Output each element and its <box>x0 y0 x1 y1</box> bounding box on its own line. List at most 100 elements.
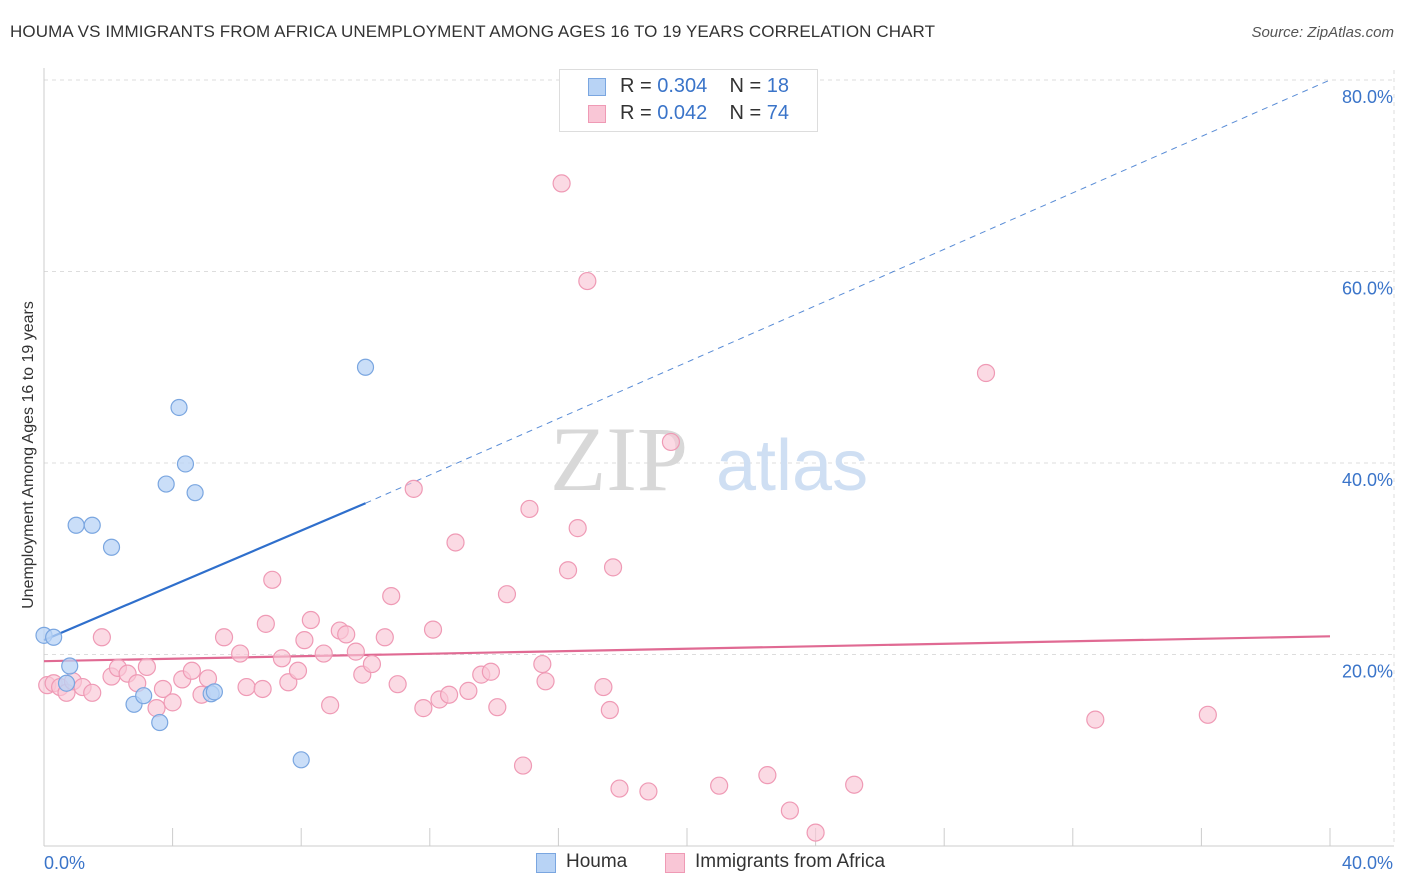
watermark-atlas: atlas <box>716 426 868 506</box>
houma-r-label: R = <box>620 75 652 97</box>
africa-point <box>375 628 394 647</box>
africa-point <box>288 661 308 680</box>
chart-title: HOUMA VS IMMIGRANTS FROM AFRICA UNEMPLOY… <box>10 22 936 41</box>
africa-point <box>231 644 250 663</box>
africa-point <box>594 677 613 697</box>
africa-point <box>321 696 340 715</box>
africa-point <box>446 533 465 552</box>
africa-point <box>388 675 407 694</box>
houma-point <box>205 683 223 701</box>
bottom-legend: Houma Immigrants from Africa <box>0 851 1406 877</box>
africa-point <box>414 699 433 718</box>
africa-point <box>488 698 507 717</box>
africa-point <box>610 779 629 798</box>
y-tick-label: 60.0% <box>1342 279 1393 299</box>
africa-point <box>1086 710 1105 729</box>
houma-point <box>67 516 85 534</box>
africa-point <box>295 631 314 650</box>
africa-point <box>346 642 365 661</box>
houma-point <box>157 475 175 493</box>
africa-point <box>214 628 234 647</box>
africa-point <box>237 677 256 697</box>
africa-point <box>639 782 658 801</box>
houma-point <box>57 674 76 692</box>
trend-lines <box>43 79 1331 663</box>
y-tick-label: 20.0% <box>1342 662 1393 682</box>
africa-point <box>272 649 292 668</box>
africa-point <box>256 614 275 633</box>
houma-point <box>186 484 204 502</box>
africa-point <box>182 661 201 680</box>
africa-swatch <box>588 105 606 123</box>
houma-swatch <box>588 78 606 96</box>
tick-labels: 20.0% 40.0% 60.0% 80.0% 0.0% 40.0% <box>44 87 1393 873</box>
africa-point <box>845 775 864 794</box>
africa-point <box>1198 705 1217 724</box>
africa-point <box>552 174 571 193</box>
africa-point <box>536 672 555 691</box>
africa-point <box>513 756 533 775</box>
africa-r-label: R = <box>620 102 652 124</box>
africa-point <box>314 644 333 663</box>
houma-point <box>151 713 169 732</box>
x-tick-label-max: 40.0% <box>1342 853 1393 873</box>
houma-point <box>61 657 79 675</box>
africa-point <box>520 499 539 519</box>
houma-point <box>45 628 63 646</box>
houma-point <box>292 751 310 769</box>
africa-n-value: 74 <box>766 102 790 124</box>
africa-point <box>780 801 799 820</box>
houma-legend-label: Houma <box>566 851 628 872</box>
africa-legend-label: Immigrants from Africa <box>695 851 886 872</box>
houma-r-value: 0.304 <box>657 75 708 97</box>
source-label: Source: ZipAtlas.com <box>1251 24 1394 41</box>
africa-point <box>263 570 282 589</box>
africa-point <box>603 558 623 577</box>
africa-point <box>578 271 597 291</box>
africa-point <box>301 610 320 630</box>
houma-point <box>135 687 153 705</box>
y-tick-label: 40.0% <box>1342 470 1393 490</box>
houma-n-value: 18 <box>766 75 790 97</box>
africa-point <box>163 693 182 712</box>
africa-point <box>147 699 166 718</box>
houma-point <box>356 358 375 376</box>
data-points <box>35 174 1217 842</box>
africa-point <box>533 654 552 674</box>
africa-legend-swatch <box>665 853 685 873</box>
africa-point <box>497 585 517 604</box>
africa-point <box>92 628 111 647</box>
houma-n-label: N = <box>729 75 762 97</box>
africa-point <box>710 776 729 795</box>
watermark-zip: ZIP <box>550 408 688 510</box>
houma-trend-line <box>43 502 366 642</box>
africa-point <box>153 679 173 699</box>
africa-point <box>83 683 102 702</box>
africa-point <box>423 620 443 639</box>
houma-legend-swatch <box>536 853 556 873</box>
africa-point <box>382 586 401 606</box>
africa-point <box>404 479 423 498</box>
africa-point <box>568 519 587 538</box>
houma-point <box>102 538 121 556</box>
africa-point <box>481 662 500 681</box>
africa-point <box>362 654 382 674</box>
legend: R = 0.304 N = 18 R = 0.042 N = 74 <box>559 69 818 132</box>
africa-trend-line <box>43 635 1331 663</box>
axes <box>43 68 1394 847</box>
africa-point <box>558 561 578 580</box>
africa-point <box>661 432 681 452</box>
africa-point <box>137 657 156 677</box>
y-tick-label: 80.0% <box>1342 87 1393 107</box>
africa-r-value: 0.042 <box>657 102 708 124</box>
africa-point <box>976 363 996 383</box>
africa-point <box>600 700 619 720</box>
houma-point <box>176 455 195 473</box>
africa-point <box>459 681 478 700</box>
africa-point <box>253 679 272 699</box>
africa-n-label: N = <box>729 102 762 124</box>
houma-point <box>170 398 188 417</box>
x-tick-label-min: 0.0% <box>44 853 85 873</box>
africa-point <box>439 685 459 704</box>
